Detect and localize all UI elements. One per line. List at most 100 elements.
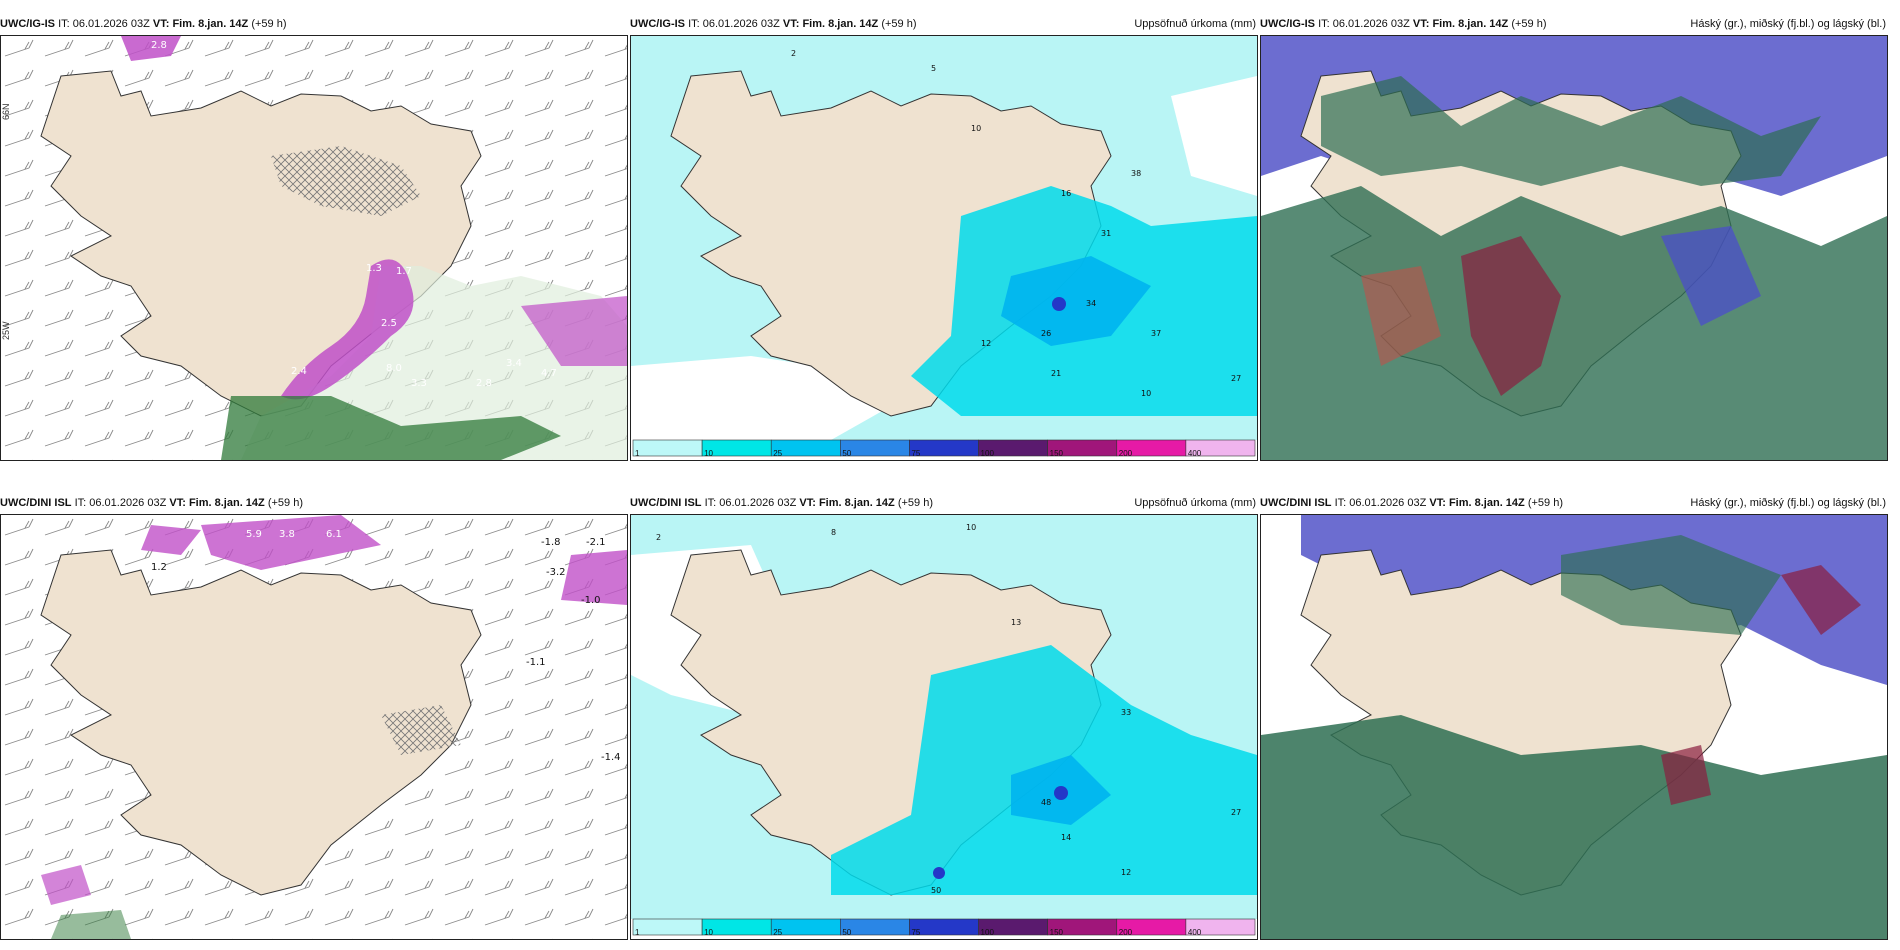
model-name: UWC/IG-IS (0, 18, 55, 30)
panel-ig-precip: UWC/IG-IS IT: 06.01.2026 03Z VT: Fim. 8.… (630, 13, 1258, 461)
it-value: 06.01.2026 03Z (89, 497, 167, 509)
temp-label: -1.4 (601, 752, 621, 763)
lead-time: (+59 h) (251, 18, 287, 30)
precip-value: 27 (1231, 808, 1241, 817)
precip-value: 50 (931, 886, 941, 895)
panel-header: UWC/IG-IS IT: 06.01.2026 03Z VT: Fim. 8.… (1260, 13, 1888, 35)
vt-value: Fim. 8.jan. 14Z (188, 497, 265, 509)
temp-label: -1.8 (541, 537, 561, 548)
legend-tick: 400 (1188, 928, 1202, 937)
panel-ig-cloud: UWC/IG-IS IT: 06.01.2026 03Z VT: Fim. 8.… (1260, 13, 1888, 461)
precip-values: 2 8 10 13 33 48 50 14 12 27 (656, 523, 1241, 895)
vt-label: VT: (1412, 18, 1430, 30)
legend-tick: 25 (773, 928, 782, 937)
panel-header: UWC/IG-IS IT: 06.01.2026 03Z VT: Fim. 8.… (630, 13, 1258, 35)
temp-label: 1.2 (151, 562, 167, 573)
legend-tick: 200 (1119, 928, 1133, 937)
temp-label: 2.4 (291, 366, 307, 377)
precip-values: 2 5 10 16 31 38 34 37 26 12 21 27 10 (791, 49, 1241, 398)
precip-value: 37 (1151, 329, 1161, 338)
legend-tick: 150 (1050, 928, 1064, 937)
precip-value: 34 (1086, 299, 1096, 308)
precip-value: 10 (971, 124, 981, 133)
it-value: 06.01.2026 03Z (719, 497, 797, 509)
legend-tick: 25 (773, 449, 782, 458)
panel-header: UWC/DINI ISL IT: 06.01.2026 03Z VT: Fim.… (0, 492, 628, 514)
temp-label: 1.3 (366, 263, 382, 274)
precip-value: 12 (981, 339, 991, 348)
panel-header: UWC/DINI ISL IT: 06.01.2026 03Z VT: Fim.… (630, 492, 1258, 514)
map-title: Uppsöfnuð úrkoma (mm) (1134, 18, 1256, 30)
it-label: IT: (688, 18, 700, 30)
legend-tick: 1 (635, 928, 640, 937)
lat-label: 66N (1, 103, 11, 120)
legend-tick: 100 (981, 928, 995, 937)
it-label: IT: (704, 497, 717, 509)
precip-value: 12 (1121, 868, 1131, 877)
vt-label: VT: (782, 18, 800, 30)
model-name: UWC/DINI ISL (1260, 497, 1332, 509)
precip-value: 38 (1131, 169, 1141, 178)
legend-tick: 50 (842, 449, 851, 458)
precip-value: 21 (1051, 369, 1061, 378)
legend-swatch (632, 439, 703, 457)
legend-tick: 400 (1188, 449, 1202, 458)
legend-swatch (1185, 439, 1256, 457)
vt-value: Fim. 8.jan. 14Z (802, 18, 879, 30)
precip-value: 31 (1101, 229, 1111, 238)
map-accumulated-precip: 2 8 10 13 33 48 50 14 12 27 1 10 25 50 75 100… (630, 514, 1258, 940)
it-value: 06.01.2026 03Z (1332, 18, 1410, 30)
map-title: Háský (gr.), miðský (fj.bl.) og lágský (… (1690, 497, 1886, 509)
legend-tick: 150 (1050, 449, 1064, 458)
precip-value: 5 (931, 64, 936, 73)
panel-header: UWC/DINI ISL IT: 06.01.2026 03Z VT: Fim.… (1260, 492, 1888, 514)
it-value: 06.01.2026 03Z (1349, 497, 1427, 509)
lon-label: 25W (1, 321, 11, 340)
temp-label: 1.7 (396, 266, 412, 277)
map-cloud-cover (1260, 35, 1888, 461)
precip-value: 26 (1041, 329, 1051, 338)
temp-label: 3.3 (411, 378, 427, 389)
precip-value: 33 (1121, 708, 1131, 717)
precip-value: 8 (831, 528, 836, 537)
temp-label: -1.1 (526, 657, 546, 668)
temperature-labels: 5.9 3.8 6.1 1.2 -1.8 -2.1 -3.2 -1.0 -1.1… (151, 529, 621, 763)
precip-value: 14 (1061, 833, 1071, 842)
temp-label: 3.8 (279, 529, 295, 540)
vt-label: VT: (152, 18, 170, 30)
it-value: 06.01.2026 03Z (702, 18, 780, 30)
legend-tick: 200 (1119, 449, 1133, 458)
legend-tick: 10 (704, 449, 713, 458)
temp-label: 6.1 (326, 529, 342, 540)
precip-legend: 1 10 25 50 75 100 150 200 400 (632, 439, 1256, 458)
precip-legend: 1 10 25 50 75 100 150 200 400 (632, 918, 1256, 937)
map-temperature-wind: 5.9 3.8 6.1 1.2 -1.8 -2.1 -3.2 -1.0 -1.1… (0, 514, 628, 940)
precip-value: 10 (1141, 389, 1151, 398)
vt-value: Fim. 8.jan. 14Z (172, 18, 249, 30)
it-label: IT: (1334, 497, 1347, 509)
lead-time: (+59 h) (267, 497, 303, 509)
it-label: IT: (74, 497, 87, 509)
panel-dini-precip: UWC/DINI ISL IT: 06.01.2026 03Z VT: Fim.… (630, 492, 1258, 940)
precip-value: 2 (791, 49, 796, 58)
precip-value: 13 (1011, 618, 1021, 627)
legend-tick: 10 (704, 928, 713, 937)
vt-label: VT: (799, 497, 816, 509)
model-name: UWC/DINI ISL (0, 497, 72, 509)
vt-value: Fim. 8.jan. 14Z (818, 497, 895, 509)
lead-time: (+59 h) (881, 18, 917, 30)
it-value: 06.01.2026 03Z (72, 18, 150, 30)
legend-tick: 100 (981, 449, 995, 458)
it-label: IT: (1318, 18, 1330, 30)
lead-time: (+59 h) (1527, 497, 1563, 509)
model-name: UWC/IG-IS (630, 18, 685, 30)
temp-label: 5.9 (246, 529, 262, 540)
temp-label: -2.1 (586, 537, 606, 548)
temp-label: 8.0 (386, 363, 402, 374)
temp-label: -1.0 (581, 595, 601, 606)
lead-time: (+59 h) (1511, 18, 1547, 30)
legend-swatch (1185, 918, 1256, 936)
temperature-labels: 2.8 1.3 1.7 2.5 8.0 3.3 2.8 3.4 4.7 2.4 (151, 40, 557, 389)
model-name: UWC/IG-IS (1260, 18, 1315, 30)
panel-ig-temp: UWC/IG-IS IT: 06.01.2026 03Z VT: Fim. 8.… (0, 13, 628, 461)
